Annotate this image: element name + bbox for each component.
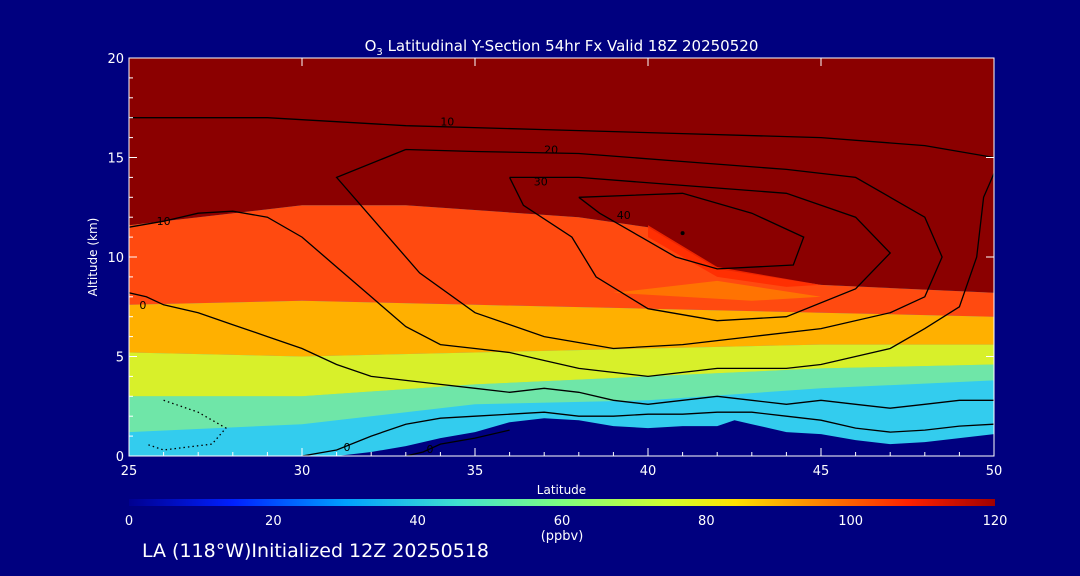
colorbar-unit: (ppbv) xyxy=(541,529,584,544)
contour-line-20-5 xyxy=(335,148,943,350)
filled-contours xyxy=(129,58,994,456)
y-tick-label: 0 xyxy=(116,450,124,465)
fill-blob-0 xyxy=(648,225,821,287)
colorbar-tick-label: 80 xyxy=(698,514,715,529)
x-tick-label: 30 xyxy=(294,464,311,479)
contour-line-10-3 xyxy=(129,173,994,378)
colorbar-tick-label: 100 xyxy=(838,514,863,529)
title-prefix: O xyxy=(365,37,377,55)
chart-title: O3 Latitudinal Y-Section 54hr Fx Valid 1… xyxy=(365,37,759,58)
colorbar-tick-label: 20 xyxy=(265,514,282,529)
contour-line-0-1 xyxy=(301,411,994,456)
fill-band-95 xyxy=(129,205,994,317)
contour-label: 0 xyxy=(139,299,146,312)
axes: 25 30 35 40 45 50 0 5 10 15 20 xyxy=(107,52,1002,479)
colorbar-tick-label: 120 xyxy=(983,514,1008,529)
contour-line-0-0 xyxy=(129,292,994,409)
x-tick-label: 45 xyxy=(813,464,830,479)
terrain-mask xyxy=(336,418,994,456)
colorbar: 0 20 40 60 80 100 120 xyxy=(125,499,1008,529)
fill-band-80 xyxy=(129,300,994,357)
contour-label: 0 xyxy=(343,441,350,454)
colorbar-tick-label: 0 xyxy=(125,514,133,529)
x-tick-label: 25 xyxy=(121,464,138,479)
contour-label: 40 xyxy=(617,209,631,222)
max-marker xyxy=(680,231,685,236)
y-tick-label: 20 xyxy=(107,52,124,67)
title-subscript: 3 xyxy=(376,47,382,58)
colorbar-gradient xyxy=(129,499,995,506)
y-axis-label: Altitude (km) xyxy=(86,218,100,297)
x-axis-label: Latitude xyxy=(537,483,586,497)
colorbar-tick-label: 40 xyxy=(409,514,426,529)
contour-label: 20 xyxy=(544,144,558,157)
contour-line-0-2 xyxy=(405,429,510,456)
contour-label: 0 xyxy=(427,443,434,456)
y-tick-label: 15 xyxy=(107,152,124,167)
x-tick-label: 40 xyxy=(640,464,657,479)
x-tick-label: 35 xyxy=(467,464,484,479)
contour-line-40-7 xyxy=(578,192,805,270)
fill-band-70 xyxy=(129,344,994,397)
contour-label: 10 xyxy=(440,116,454,129)
fill-band-120 xyxy=(129,58,994,293)
footer-note: LA (118°W)Initialized 12Z 20250518 xyxy=(142,540,489,562)
fill-blob-1 xyxy=(613,280,821,301)
y-tick-label: 10 xyxy=(107,251,124,266)
contour-line-10-4 xyxy=(129,117,994,159)
x-tick-label: 50 xyxy=(986,464,1003,479)
title-rest: Latitudinal Y-Section 54hr Fx Valid 18Z … xyxy=(383,37,759,55)
contour-label: 30 xyxy=(534,175,548,188)
fill-band-45 xyxy=(129,364,994,433)
colorbar-tick-label: 60 xyxy=(554,514,571,529)
contour-line-30-6 xyxy=(509,176,892,322)
y-tick-label: 5 xyxy=(116,351,124,366)
contour-lines: 0 0 0 10 10 20 30 40 xyxy=(129,116,994,456)
contour-label: 10 xyxy=(157,215,171,228)
